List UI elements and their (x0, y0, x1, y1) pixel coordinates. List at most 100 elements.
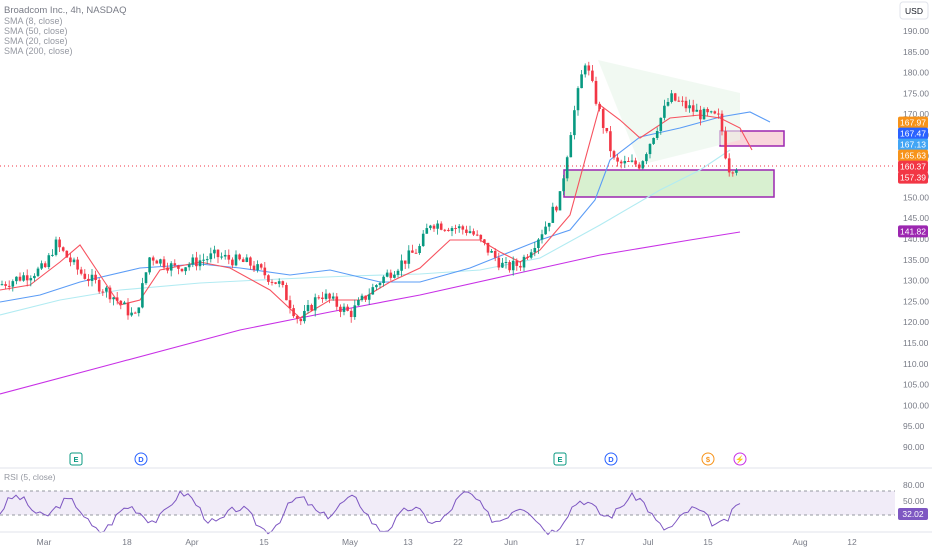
candle-body (591, 70, 594, 81)
dividend-marker[interactable] (134, 452, 148, 466)
candle-body (29, 278, 33, 281)
time-tick: Mar (37, 537, 52, 547)
candle-body (69, 257, 72, 263)
candle-body (321, 297, 324, 299)
indicator-sma20[interactable]: SMA (20, close) (4, 36, 68, 46)
price-tick: 140.00 (903, 234, 929, 244)
candle-body (137, 307, 141, 314)
time-tick: Jun (504, 537, 518, 547)
candle-body (540, 234, 544, 240)
news-marker[interactable] (733, 452, 747, 466)
candle-body (18, 276, 22, 281)
price-badge-label: 160.37 (900, 162, 926, 172)
candle-body (306, 304, 310, 311)
candle-body (547, 222, 551, 227)
indicator-sma50[interactable]: SMA (50, close) (4, 26, 68, 36)
candle-body (519, 265, 522, 268)
price-axis[interactable]: 190.00185.00180.00175.00170.00165.00160.… (903, 26, 929, 452)
rsi-value-label: 32.02 (902, 509, 924, 519)
earnings-marker[interactable] (553, 452, 567, 466)
candle-body (339, 306, 342, 312)
currency-button[interactable] (899, 1, 929, 20)
candle-body (151, 257, 155, 261)
price-tick: 90.00 (903, 442, 925, 452)
price-tick: 100.00 (903, 400, 929, 410)
candle-body (223, 254, 227, 257)
rsi-line (0, 490, 741, 536)
split-marker[interactable] (701, 452, 715, 466)
candle-body (393, 274, 396, 278)
candle-body (198, 260, 202, 267)
event-markers[interactable]: E D E D $ ⚡ (69, 452, 747, 466)
candle-body (195, 257, 198, 267)
candle-body (205, 259, 209, 261)
price-tick: 185.00 (903, 47, 929, 57)
price-tick: 175.00 (903, 88, 929, 98)
price-tick: 190.00 (903, 26, 929, 36)
candle-body (141, 283, 144, 308)
candle-body (544, 226, 547, 235)
indicator-sma200[interactable]: SMA (200, close) (4, 46, 73, 56)
price-tick: 170.00 (903, 109, 929, 119)
candle-body (259, 264, 263, 268)
candle-body (277, 281, 281, 284)
candle-body (551, 206, 555, 223)
time-tick: 18 (122, 537, 132, 547)
candle-body (479, 234, 483, 240)
support-zone[interactable] (563, 169, 775, 198)
candle-body (465, 229, 468, 233)
candle-body (601, 109, 605, 128)
price-badge-label: 141.82 (900, 226, 926, 236)
candle-body (324, 293, 328, 299)
candle-body (241, 259, 245, 262)
price-tick: 95.00 (903, 421, 925, 431)
earnings-marker[interactable] (69, 452, 83, 466)
rsi-title[interactable]: RSI (5, close) (4, 472, 56, 482)
candle-body (634, 160, 637, 165)
candle-body (115, 297, 119, 301)
candle-body (400, 260, 403, 271)
candle-body (331, 296, 335, 299)
event-marker-label: ⚡ (735, 455, 744, 464)
candle-body (191, 257, 195, 265)
price-badge-label: 167.47 (900, 129, 926, 139)
candle-body (47, 255, 51, 268)
event-marker-label: E (73, 455, 78, 464)
candle-body (72, 259, 76, 263)
candle-body (173, 263, 177, 266)
candle-body (285, 285, 288, 301)
event-marker-label: D (608, 455, 614, 464)
price-badge (898, 225, 928, 238)
candle-body (475, 234, 479, 236)
candle-body (4, 284, 7, 286)
candle-body (180, 268, 184, 272)
candle-body (436, 223, 439, 229)
price-tick: 120.00 (903, 317, 929, 327)
time-axis[interactable]: Mar 18 Apr 15 May 13 22 Jun 17 Jul 15 Aug 12 (37, 537, 857, 547)
candle-body (382, 276, 385, 283)
price-badge (898, 171, 928, 184)
candle-body (562, 178, 565, 192)
rsi-tick-80: 80.00 (903, 480, 925, 490)
candle-body (360, 295, 364, 301)
candle-body (727, 158, 731, 173)
time-tick: 12 (847, 537, 857, 547)
candle-body (245, 257, 249, 262)
candle-body (375, 285, 378, 288)
rsi-value-badge (898, 508, 928, 520)
candle-body (177, 265, 180, 269)
candle-body (706, 108, 709, 113)
candle-body (267, 275, 270, 282)
candle-body (681, 100, 684, 102)
candle-body (328, 293, 331, 299)
candle-body (673, 93, 677, 101)
candle-body (648, 143, 652, 155)
candle-body (364, 295, 367, 300)
candle-body (429, 225, 432, 229)
price-tick: 115.00 (903, 338, 929, 348)
event-marker-label: $ (706, 455, 711, 464)
dividend-marker[interactable] (604, 452, 618, 466)
indicator-sma8[interactable]: SMA (8, close) (4, 16, 63, 26)
time-tick: 17 (575, 537, 585, 547)
